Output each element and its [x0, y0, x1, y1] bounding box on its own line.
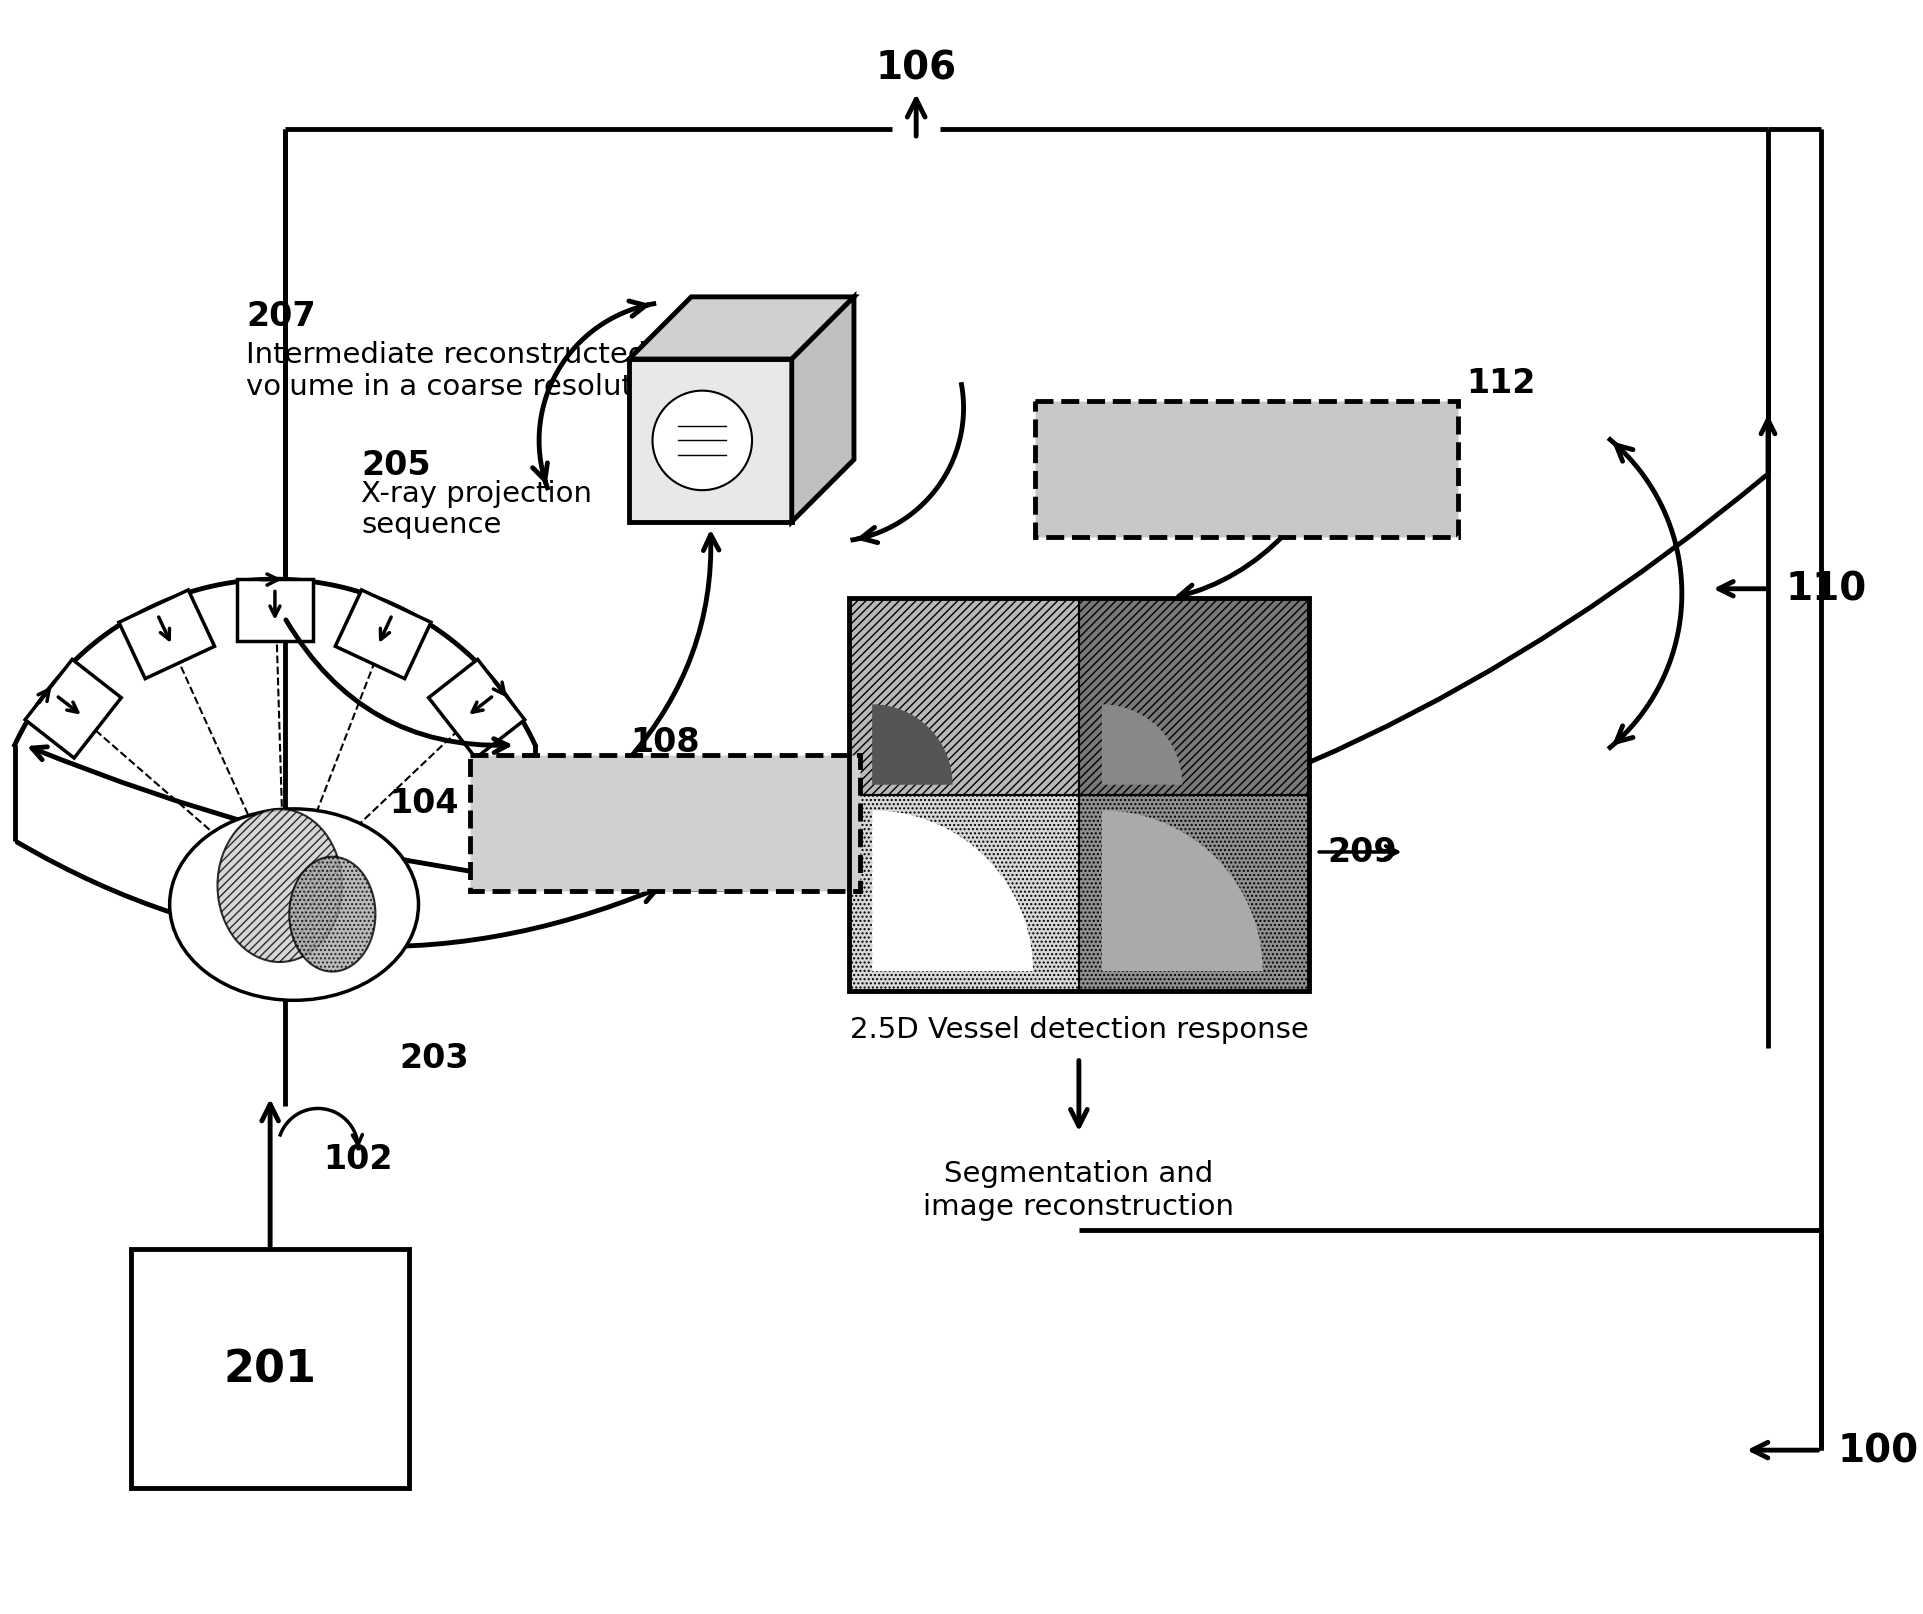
FancyBboxPatch shape — [1035, 402, 1458, 537]
Ellipse shape — [217, 809, 342, 962]
Polygon shape — [629, 297, 854, 360]
Wedge shape — [1102, 705, 1183, 786]
Polygon shape — [335, 591, 431, 679]
Polygon shape — [792, 297, 854, 523]
Text: 203: 203 — [400, 1041, 469, 1075]
Text: X-ray projection: X-ray projection — [362, 479, 592, 508]
Text: Intermediate reconstructed: Intermediate reconstructed — [246, 341, 646, 370]
FancyBboxPatch shape — [471, 755, 860, 891]
Text: image reconstruction: image reconstruction — [923, 1193, 1235, 1220]
Text: 205: 205 — [362, 449, 431, 481]
Text: 209: 209 — [1327, 836, 1398, 868]
Polygon shape — [25, 660, 121, 759]
Text: 108: 108 — [631, 726, 700, 759]
FancyBboxPatch shape — [850, 599, 1079, 796]
Text: Segmentation and: Segmentation and — [944, 1159, 1213, 1186]
Text: 112: 112 — [1467, 368, 1536, 400]
Text: 102: 102 — [323, 1143, 392, 1175]
Wedge shape — [873, 705, 952, 786]
FancyBboxPatch shape — [1079, 796, 1308, 991]
Polygon shape — [429, 660, 525, 759]
Polygon shape — [629, 360, 792, 523]
Text: vesselness measure: vesselness measure — [1098, 475, 1394, 504]
FancyBboxPatch shape — [850, 796, 1079, 991]
Circle shape — [652, 392, 752, 491]
FancyBboxPatch shape — [131, 1249, 410, 1488]
Polygon shape — [119, 591, 215, 679]
Text: Filtered back projection: Filtered back projection — [494, 791, 837, 818]
Polygon shape — [237, 579, 313, 642]
Ellipse shape — [288, 857, 375, 972]
Text: 106: 106 — [875, 48, 958, 87]
Wedge shape — [873, 810, 1033, 972]
Text: 201: 201 — [223, 1348, 317, 1390]
Wedge shape — [1102, 810, 1263, 972]
Text: volume in a coarse resolution: volume in a coarse resolution — [246, 373, 677, 400]
FancyBboxPatch shape — [1079, 599, 1308, 796]
Text: Hessian matrix and: Hessian matrix and — [1104, 437, 1388, 465]
Text: 207: 207 — [246, 300, 315, 332]
Text: sequence: sequence — [362, 510, 502, 539]
Text: 110: 110 — [1785, 570, 1867, 608]
Text: 2.5D Vessel detection response: 2.5D Vessel detection response — [850, 1015, 1308, 1043]
Text: (Inverse Radon Transform): (Inverse Radon Transform) — [471, 830, 858, 857]
Text: 104: 104 — [388, 786, 458, 820]
Text: 100: 100 — [1838, 1432, 1919, 1469]
Ellipse shape — [169, 809, 419, 1001]
